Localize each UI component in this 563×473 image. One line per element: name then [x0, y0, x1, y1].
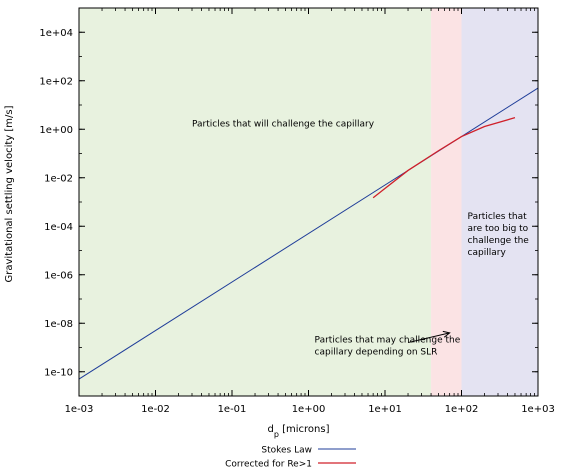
- region-0: [79, 8, 432, 396]
- y-tick-label: 1e-08: [44, 319, 73, 330]
- x-tick-label: 1e-01: [218, 404, 247, 415]
- annotation-line: capillary depending on SLR: [315, 348, 438, 358]
- annotation-line: Particles that may challenge the: [315, 336, 461, 346]
- annotation-0: Particles that will challenge the capill…: [192, 119, 375, 129]
- annotation-1: Particles that may challenge the capillar…: [315, 336, 461, 358]
- x-axis-label: dp [microns]: [268, 424, 330, 439]
- x-tick-label: 1e+03: [521, 404, 555, 415]
- legend: Stokes Law Corrected for Re>1: [225, 446, 356, 470]
- y-tick-label: 1e-06: [44, 270, 73, 281]
- arrow-head: [442, 330, 451, 338]
- x-tick-label: 1e+02: [445, 404, 479, 415]
- y-tick-label: 1e+04: [39, 28, 73, 39]
- legend-label-0: Stokes Law: [261, 446, 312, 456]
- series-line-1: [372, 117, 516, 199]
- annotation-line: are too big to: [468, 224, 529, 234]
- y-tick-label: 1e+02: [39, 76, 73, 87]
- annotation-arrow: [407, 332, 450, 344]
- annotation-line: capillary: [468, 248, 507, 258]
- y-tick-label: 1e-04: [44, 222, 73, 233]
- region-1: [431, 8, 462, 396]
- y-tick-label: 1e-10: [44, 367, 73, 378]
- x-axis-label-sub: p: [274, 430, 279, 439]
- x-axis-label-main: d: [268, 424, 274, 435]
- region-2: [461, 8, 538, 396]
- y-axis-label: Gravitational settling velocity [m/s]: [4, 105, 15, 282]
- legend-label-1: Corrected for Re>1: [225, 460, 312, 470]
- annotation-2: Particles that are too big to challenge th…: [468, 212, 530, 258]
- shaded-regions: [79, 8, 538, 396]
- x-tick-label: 1e+00: [292, 404, 326, 415]
- annotation-line: Particles that will challenge the capill…: [192, 119, 375, 129]
- annotation-line: Particles that: [468, 212, 528, 222]
- y-tick-label: 1e-02: [44, 173, 73, 184]
- y-tick-label: 1e+00: [39, 125, 73, 136]
- x-tick-label: 1e-03: [65, 404, 94, 415]
- annotations: Particles that will challenge the capill…: [192, 119, 529, 357]
- annotation-line: challenge the: [468, 236, 530, 246]
- axis-ticks: 1e-03 1e-02 1e-01 1e+00 1e+01 1e+02 1e+03 1e-10…: [39, 8, 555, 415]
- x-tick-label: 1e+01: [368, 404, 402, 415]
- x-axis-label-rest: [microns]: [279, 424, 330, 435]
- x-tick-label: 1e-02: [141, 404, 170, 415]
- series-lines: [78, 87, 539, 380]
